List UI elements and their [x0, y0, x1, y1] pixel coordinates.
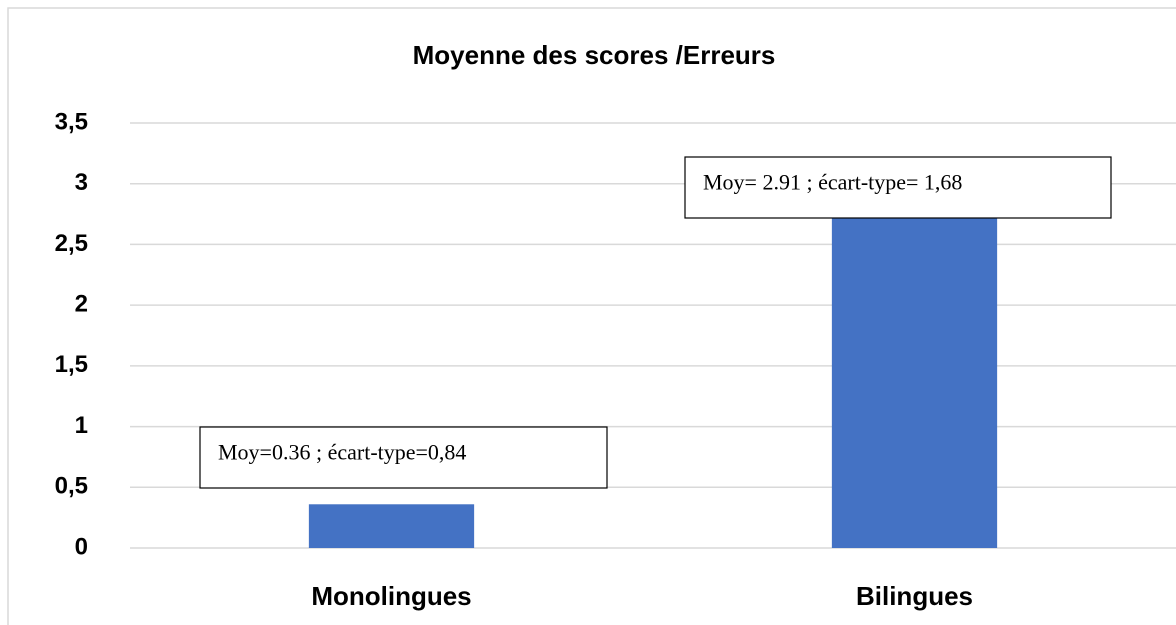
- bar: [831, 194, 998, 548]
- y-tick-label: 2: [75, 290, 88, 317]
- bar: [308, 504, 475, 548]
- y-tick-label: 1,5: [55, 351, 88, 378]
- x-tick-label: Bilingues: [856, 581, 973, 611]
- chart-frame: [7, 7, 1176, 625]
- annotation: Moy= 2.91 ; écart-type= 1,68: [703, 170, 962, 195]
- x-tick-label: Monolingues: [311, 581, 471, 611]
- annotation-box: [199, 426, 608, 489]
- y-tick-label: 1: [75, 412, 88, 439]
- annotation-box: [684, 156, 1112, 219]
- chart-title: Moyenne des scores /Erreurs: [413, 40, 776, 70]
- annotation: Moy=0.36 ; écart-type=0,84: [218, 440, 466, 465]
- y-tick-label: 3: [75, 169, 88, 196]
- y-tick-label: 0,5: [55, 473, 88, 500]
- y-tick-label: 2,5: [55, 230, 88, 257]
- y-tick-label: 0: [75, 533, 88, 560]
- y-tick-label: 3,5: [55, 108, 88, 135]
